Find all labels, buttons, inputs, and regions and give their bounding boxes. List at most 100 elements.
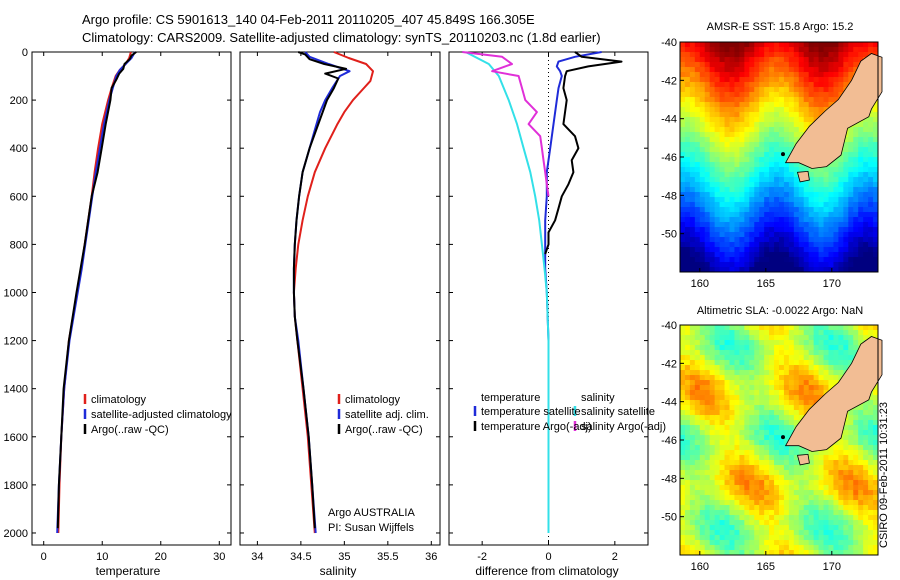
map-cell [863, 157, 869, 163]
map-cell [823, 350, 830, 356]
map-cell [769, 510, 775, 516]
map-cell [853, 207, 859, 213]
map-cell [694, 152, 701, 158]
map-cell [818, 500, 825, 506]
map-cell [769, 177, 775, 183]
map-cell [848, 490, 854, 496]
map-cell [788, 390, 795, 396]
map-cell [863, 475, 869, 481]
map-cell [873, 525, 878, 531]
map-cell [838, 330, 844, 336]
map-cell [813, 92, 820, 98]
map-cell [863, 325, 869, 331]
map-cell [744, 62, 750, 68]
map-cell [699, 197, 706, 203]
map-cell [863, 172, 869, 178]
map-cell [838, 530, 844, 536]
map-cell [788, 132, 795, 138]
map-cell [808, 97, 815, 103]
map-cell [739, 355, 745, 361]
map-cell [680, 47, 686, 53]
map-cell [739, 167, 745, 173]
map-cell [808, 192, 815, 198]
map-cell [813, 97, 820, 103]
map-cell [684, 465, 691, 471]
map-cell [783, 405, 790, 411]
map-cell [680, 420, 686, 426]
map-cell [828, 202, 835, 208]
map-cell [749, 385, 755, 391]
map-cell [848, 360, 854, 366]
map-cell [828, 470, 835, 476]
map-cell [744, 375, 750, 381]
map-cell [739, 380, 745, 386]
map-cell [818, 262, 825, 268]
map-cell [868, 465, 874, 471]
map-cell [813, 470, 820, 476]
map-cell [774, 355, 780, 361]
map-cell [843, 325, 849, 331]
map-cell [783, 380, 790, 386]
map-cell [769, 365, 775, 371]
map-cell [774, 390, 780, 396]
map-cell [749, 510, 755, 516]
map-cell [749, 440, 755, 446]
map-cell [729, 345, 736, 351]
map-cell [714, 117, 721, 123]
map-cell [684, 425, 691, 431]
map-cell [689, 217, 696, 223]
map-cell [704, 227, 711, 233]
map-cell [848, 475, 854, 481]
map-cell [868, 217, 874, 223]
map-cell [724, 112, 731, 118]
map-cell [714, 335, 721, 341]
map-cell [719, 157, 726, 163]
map-cell [719, 420, 726, 426]
map-cell [863, 335, 869, 341]
map-cell [833, 550, 839, 555]
map-cell [719, 370, 726, 376]
map-cell [813, 350, 820, 356]
map-cell [714, 232, 721, 238]
map-cell [744, 42, 750, 48]
map-cell [689, 172, 696, 178]
map-cell [808, 47, 815, 53]
map-cell [843, 72, 849, 78]
map-cell [818, 92, 825, 98]
map-cell [764, 252, 770, 258]
map-cell [808, 82, 815, 88]
map-cell [828, 500, 835, 506]
map-cell [818, 465, 825, 471]
map-cell [749, 425, 755, 431]
map-cell [813, 475, 820, 481]
map-cell [714, 525, 721, 531]
pi-annotation: PI: Susan Wijffels [328, 522, 414, 534]
map-cell [739, 340, 745, 346]
map-cell [729, 400, 736, 406]
map-cell [699, 112, 706, 118]
map-cell [694, 345, 701, 351]
map-cell [764, 227, 770, 233]
map-cell [858, 330, 864, 336]
map-cell [719, 545, 726, 551]
map-cell [759, 530, 765, 536]
map-cell [759, 485, 765, 491]
map-cell [749, 330, 755, 336]
map-cell [739, 182, 745, 188]
map-cell [729, 177, 736, 183]
map-cell [833, 262, 839, 268]
map-cell [680, 540, 686, 546]
map-cell [793, 325, 800, 331]
map-cell [764, 530, 770, 536]
map-cell [783, 217, 790, 223]
map-cell [734, 475, 740, 481]
map-cell [680, 460, 686, 466]
map-cell [764, 455, 770, 461]
map-cell [873, 207, 878, 213]
map-cell [699, 102, 706, 108]
map-cell [689, 505, 696, 511]
map-cell [774, 490, 780, 496]
map-cell [724, 400, 731, 406]
map-cell [709, 375, 716, 381]
map-cell [769, 350, 775, 356]
